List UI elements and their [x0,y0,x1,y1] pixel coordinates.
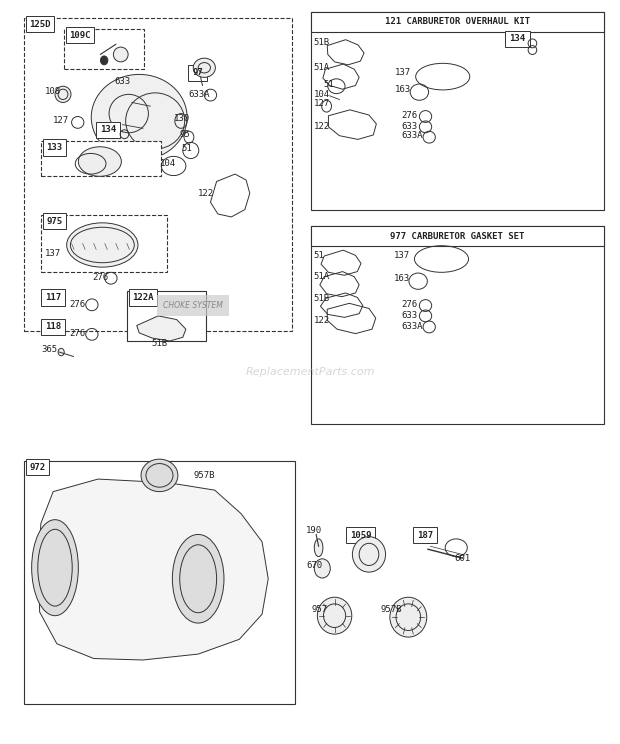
Text: 134: 134 [510,34,526,43]
Text: 633: 633 [401,121,417,131]
Text: 130: 130 [174,115,190,124]
Text: 276: 276 [92,273,108,282]
Bar [26,459,49,475]
Text: 187: 187 [417,530,433,539]
Text: 117: 117 [45,293,61,302]
Bar [505,31,529,47]
Text: 51: 51 [181,144,192,153]
Text: 957B: 957B [193,471,215,480]
Text: 51B: 51B [314,294,330,303]
Text: 137: 137 [394,251,410,260]
Text: 276: 276 [69,300,86,309]
Bar [188,65,207,81]
Ellipse shape [55,86,71,103]
Ellipse shape [78,147,122,176]
Bar [64,28,144,69]
Text: 276: 276 [401,112,417,121]
Text: 97: 97 [192,68,203,77]
Text: 108: 108 [45,87,61,96]
Text: 122: 122 [198,189,215,198]
Ellipse shape [314,539,323,557]
Text: 957: 957 [311,606,327,615]
Bar [127,291,206,341]
Ellipse shape [390,597,427,637]
Text: 121 CARBURETOR OVERHAUL KIT: 121 CARBURETOR OVERHAUL KIT [385,17,530,27]
Ellipse shape [193,58,215,77]
Text: 633: 633 [401,311,417,320]
Text: 633A: 633A [401,131,422,140]
Text: 125D: 125D [30,19,51,29]
Bar [66,27,94,43]
Ellipse shape [113,47,128,62]
Ellipse shape [141,459,178,492]
Bar [43,214,66,229]
Text: 365: 365 [41,345,57,354]
Text: 122: 122 [314,122,330,132]
Text: 104: 104 [159,159,175,168]
Ellipse shape [172,534,224,623]
Bar [41,141,161,176]
Bar [43,139,66,155]
Text: 190: 190 [306,526,322,535]
Bar [413,527,438,543]
Bar [311,12,604,32]
Bar [345,527,375,543]
Text: 163: 163 [395,86,411,94]
Text: 51B: 51B [314,38,330,47]
Text: 127: 127 [314,100,330,109]
Ellipse shape [100,56,108,65]
Text: 51A: 51A [314,272,330,280]
Bar [41,319,65,335]
Text: 51A: 51A [314,63,330,72]
Bar [26,16,55,32]
Bar [311,12,604,210]
Text: 957B: 957B [380,606,402,615]
Text: 163: 163 [394,275,410,283]
Text: 118: 118 [45,322,61,332]
Ellipse shape [32,520,78,616]
Bar [129,289,157,306]
Ellipse shape [314,559,330,578]
Text: 134: 134 [100,125,117,134]
Bar [41,215,167,272]
Text: 977 CARBURETOR GASKET SET: 977 CARBURETOR GASKET SET [390,231,525,240]
Text: 104: 104 [314,90,330,99]
Text: 122: 122 [314,315,330,325]
Text: 109C: 109C [69,31,91,39]
Bar [24,461,294,705]
Text: 670: 670 [306,561,322,570]
Polygon shape [38,479,268,660]
Text: 975: 975 [46,217,62,226]
Text: 127: 127 [53,116,69,126]
Polygon shape [137,316,186,341]
Text: CHOKE SYSTEM: CHOKE SYSTEM [163,301,223,310]
Text: 633: 633 [115,77,131,86]
Text: 276: 276 [69,329,86,338]
Text: 137: 137 [45,249,61,258]
Bar [311,225,604,246]
Text: 137: 137 [395,68,411,77]
Ellipse shape [58,348,64,356]
Text: 51: 51 [314,251,324,260]
Text: 1059: 1059 [350,530,371,539]
Bar [96,122,120,138]
Bar [41,289,65,306]
Text: 633A: 633A [188,90,210,99]
Text: ReplacementParts.com: ReplacementParts.com [246,367,374,377]
Text: 51: 51 [324,80,334,89]
Ellipse shape [67,223,138,267]
Text: 51B: 51B [151,339,167,348]
Ellipse shape [352,536,386,572]
Text: 633A: 633A [401,321,422,331]
Ellipse shape [91,74,187,160]
Text: 122A: 122A [132,293,154,302]
Bar [311,225,604,423]
Text: 133: 133 [46,143,62,152]
Bar [24,18,291,331]
Text: 972: 972 [30,463,46,472]
Text: 276: 276 [401,301,417,310]
Ellipse shape [317,597,352,634]
Text: 601: 601 [454,554,471,562]
Text: 95: 95 [180,129,190,138]
